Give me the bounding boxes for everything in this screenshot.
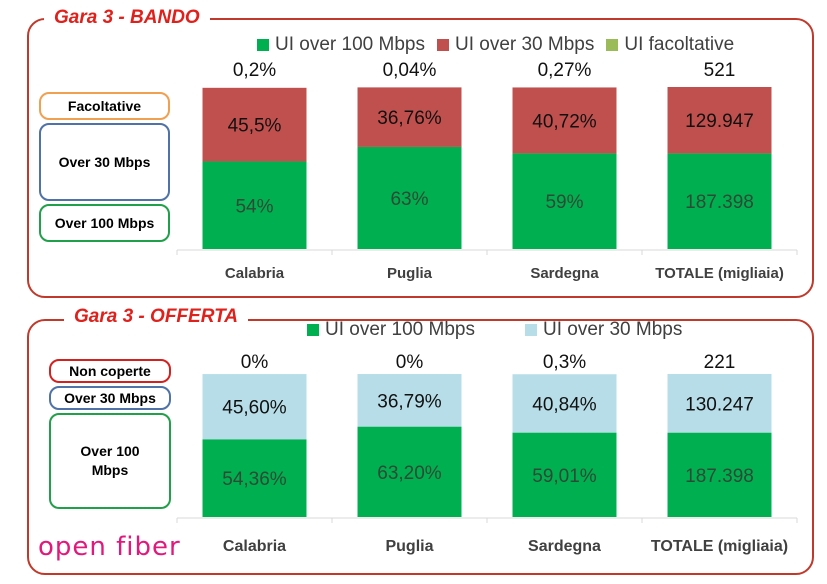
category-label-0: Calabria bbox=[225, 265, 285, 282]
label-over100-3: 187.398 bbox=[685, 466, 754, 487]
bando-title: Gara 3 - BANDO bbox=[44, 7, 210, 29]
label-top-0: 0,2% bbox=[233, 60, 276, 81]
category-label-2: Sardegna bbox=[528, 538, 601, 555]
legend-swatch-facoltative bbox=[606, 39, 619, 51]
category-label-0: Calabria bbox=[223, 538, 286, 555]
label-top-2: 0,27% bbox=[538, 60, 592, 81]
bar-over30-1 bbox=[357, 374, 462, 427]
label-over30-1: 36,76% bbox=[377, 108, 442, 129]
bar-over100-0 bbox=[202, 439, 307, 517]
bar-over30-3 bbox=[667, 87, 772, 154]
bar-over100-2 bbox=[512, 153, 617, 249]
category-label-3: TOTALE (migliaia) bbox=[655, 265, 784, 282]
legend-label-30: UI over 30 Mbps bbox=[454, 34, 595, 55]
label-top-1: 0% bbox=[396, 352, 424, 373]
label-over30-0: 45,60% bbox=[222, 398, 287, 419]
side-label-non-coperte: Non coperte bbox=[49, 359, 171, 383]
side-label-over100: Over 100 Mbps bbox=[49, 413, 171, 509]
legend-swatch-30 bbox=[436, 39, 449, 51]
legend-swatch-100 bbox=[307, 324, 319, 336]
side-label-over100: Over 100 Mbps bbox=[39, 204, 170, 242]
label-over100-0: 54% bbox=[235, 196, 273, 217]
label-over30-2: 40,84% bbox=[532, 394, 597, 415]
bar-over30-0 bbox=[202, 374, 307, 440]
legend-label-facoltative: UI facoltative bbox=[624, 34, 735, 55]
category-label-1: Puglia bbox=[385, 538, 433, 555]
side-label-facoltative: Facoltative bbox=[39, 92, 170, 120]
offerta-legend: UI over 100 Mbps UI over 30 Mbps bbox=[307, 319, 682, 341]
category-label-2: Sardegna bbox=[530, 265, 599, 282]
label-over30-1: 36,79% bbox=[377, 391, 442, 412]
bar-over30-2 bbox=[512, 374, 617, 433]
category-label-3: TOTALE (migliaia) bbox=[651, 538, 788, 555]
bar-over100-3 bbox=[667, 153, 772, 249]
bar-over30-0 bbox=[202, 87, 307, 162]
label-top-0: 0% bbox=[241, 352, 269, 373]
label-over30-0: 45,5% bbox=[228, 116, 282, 137]
bar-over100-3 bbox=[667, 432, 772, 517]
bar-over30-3 bbox=[667, 374, 772, 433]
label-top-1: 0,04% bbox=[383, 60, 437, 81]
label-over100-3: 187.398 bbox=[685, 192, 754, 213]
label-over100-2: 59,01% bbox=[532, 466, 597, 487]
offerta-title: Gara 3 - OFFERTA bbox=[64, 306, 248, 328]
label-over30-3: 129.947 bbox=[685, 111, 754, 132]
open-fiber-logo: open fiber bbox=[38, 532, 181, 562]
legend-swatch-30 bbox=[524, 324, 537, 336]
legend-swatch-100 bbox=[257, 39, 269, 51]
label-top-3: 221 bbox=[704, 352, 736, 373]
bar-over30-2 bbox=[512, 87, 617, 154]
category-label-1: Puglia bbox=[387, 265, 433, 282]
label-over30-3: 130.247 bbox=[685, 394, 754, 415]
bando-chart: 54% 45,5% 0,2% Calabria 63% 36,76% 0,04% Puglia… bbox=[176, 60, 798, 282]
legend-label-100: UI over 100 Mbps bbox=[325, 319, 475, 340]
side-label-over30: Over 30 Mbps bbox=[39, 123, 170, 201]
offerta-chart: 54,36% 45,60% 0% Calabria 63,20% 36,79% 0% Pugl… bbox=[176, 352, 798, 555]
legend-label-100: UI over 100 Mbps bbox=[275, 34, 425, 55]
bar-over100-1 bbox=[357, 146, 462, 249]
label-top-2: 0,3% bbox=[543, 352, 586, 373]
bar-over30-1 bbox=[357, 87, 462, 147]
bar-over100-2 bbox=[512, 432, 617, 517]
label-top-3: 521 bbox=[704, 60, 736, 81]
label-over100-2: 59% bbox=[545, 192, 583, 213]
label-over100-1: 63,20% bbox=[377, 463, 442, 484]
side-label-over30: Over 30 Mbps bbox=[49, 386, 171, 410]
label-over100-0: 54,36% bbox=[222, 469, 287, 490]
bar-over100-0 bbox=[202, 161, 307, 249]
legend-label-30: UI over 30 Mbps bbox=[542, 319, 683, 340]
bando-legend: UI over 100 Mbps UI over 30 Mbps UI faco… bbox=[257, 34, 734, 56]
label-over100-1: 63% bbox=[390, 189, 428, 210]
label-over30-2: 40,72% bbox=[532, 111, 597, 132]
bar-over100-1 bbox=[357, 426, 462, 517]
